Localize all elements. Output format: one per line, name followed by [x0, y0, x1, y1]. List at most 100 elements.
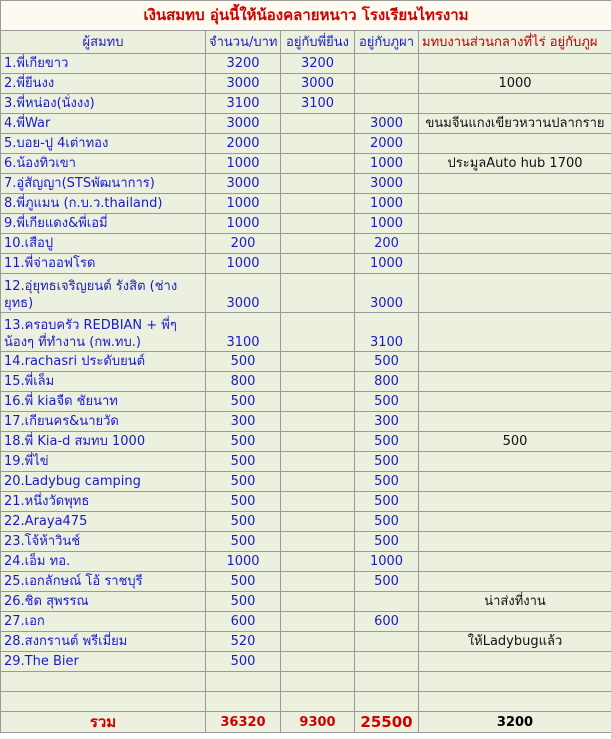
contributor: 12.อุ่ยุทธเจริญยนต์ รังสิต (ช่าง ยุทธ): [0, 273, 206, 313]
amount: 3000: [205, 73, 281, 94]
amount: 500: [205, 351, 281, 372]
contributor: 3.พี่หน่อง(นั่งงง): [0, 93, 206, 114]
note: [417, 511, 611, 532]
data-row: 1.พี่เกียขาว 3200 3200: [0, 53, 611, 74]
amount: 500: [205, 651, 281, 672]
amount: [280, 193, 355, 214]
data-row: 14.rachasri ประดับยนต์ 500 500: [0, 351, 611, 372]
amount: [280, 491, 355, 512]
blank-cell: [280, 691, 355, 712]
amount: 500: [205, 431, 281, 452]
data-row: 3.พี่หน่อง(นั่งงง) 3100 3100: [0, 93, 611, 114]
amount: 520: [205, 631, 281, 652]
total-amount: 3200: [417, 711, 611, 733]
note: [417, 213, 611, 234]
amount: 1000: [354, 551, 419, 572]
blank-cell: [280, 671, 355, 692]
blank-cell: [205, 691, 281, 712]
note: [417, 531, 611, 552]
contributor: 27.เอก: [0, 611, 206, 632]
amount: 200: [205, 233, 281, 254]
data-row: 17.เกียนคร&นายวัด 300 300: [0, 411, 611, 432]
amount: 500: [205, 451, 281, 472]
contributor: 1.พี่เกียขาว: [0, 53, 206, 74]
amount: 3000: [205, 273, 281, 313]
amount: 1000: [205, 213, 281, 234]
note: [417, 193, 611, 214]
note: [417, 253, 611, 274]
note: [417, 233, 611, 254]
title-row: เงินสมทบ อุ่นนี้ให้น้องคลายหนาว โรงเรียน…: [0, 0, 611, 31]
amount: [354, 93, 419, 114]
amount: 500: [205, 571, 281, 592]
data-row: 20.Ladybug camping 500 500: [0, 471, 611, 492]
note: ให้Ladybugแล้ว: [417, 631, 611, 652]
blank-row: [0, 691, 611, 712]
blank-cell: [0, 671, 206, 692]
contributor: 25.เอกลักษณ์ โอ้ ราชบุรี: [0, 571, 206, 592]
contributor: 29.The Bier: [0, 651, 206, 672]
data-row: 6.น้องทิวเขา 1000 1000 ประมูลAuto hub 1700: [0, 153, 611, 174]
amount: 3000: [205, 113, 281, 134]
contributor: 8.พี่ภูแมน (ก.บ.ว.thailand): [0, 193, 206, 214]
amount: 500: [354, 451, 419, 472]
amount: 3000: [354, 273, 419, 313]
column-header: อยู่กับพี่ยีนง: [280, 30, 355, 54]
amount: [280, 113, 355, 134]
data-row: 24.เอ็ม ทอ. 1000 1000: [0, 551, 611, 572]
data-row: 7.อู่สัญญา(STSพัฒนาการ) 3000 3000: [0, 173, 611, 194]
column-header: จำนวน/บาท: [205, 30, 281, 54]
contributor: 22.Araya475: [0, 511, 206, 532]
contributor: 19.พี่ไข่: [0, 451, 206, 472]
amount: [280, 253, 355, 274]
amount: 600: [205, 611, 281, 632]
note: [417, 371, 611, 392]
contributor: 7.อู่สัญญา(STSพัฒนาการ): [0, 173, 206, 194]
contributor: 20.Ladybug camping: [0, 471, 206, 492]
amount: [280, 651, 355, 672]
note: [417, 411, 611, 432]
amount: 1000: [205, 153, 281, 174]
amount: 500: [205, 511, 281, 532]
amount: [354, 651, 419, 672]
contributor: 24.เอ็ม ทอ.: [0, 551, 206, 572]
amount: [280, 471, 355, 492]
contributor: 28.สงกรานต์ พรีเมี่ยม: [0, 631, 206, 652]
note: [417, 93, 611, 114]
contributor: 14.rachasri ประดับยนต์: [0, 351, 206, 372]
amount: 3100: [354, 312, 419, 352]
amount: [354, 53, 419, 74]
amount: 500: [205, 491, 281, 512]
amount: 500: [205, 391, 281, 412]
note: ขนมจีนแกงเขียวหวานปลากราย: [417, 113, 611, 134]
amount: 1000: [205, 253, 281, 274]
note: [417, 53, 611, 74]
data-row: 21.หนึ่งวัดพุทธ 500 500: [0, 491, 611, 512]
amount: 1000: [205, 193, 281, 214]
amount: 500: [354, 391, 419, 412]
amount: 3000: [354, 113, 419, 134]
amount: [280, 511, 355, 532]
data-row: 22.Araya475 500 500: [0, 511, 611, 532]
amount: 800: [354, 371, 419, 392]
amount: [280, 273, 355, 313]
amount: 500: [354, 531, 419, 552]
amount: [280, 531, 355, 552]
contributor: 11.พี่จ่าออฟโรด: [0, 253, 206, 274]
blank-cell: [0, 691, 206, 712]
contributor: 6.น้องทิวเขา: [0, 153, 206, 174]
column-header: มทบงานส่วนกลางที่ไร่ อยู่กับภูผ: [417, 30, 611, 54]
contributor: 23.โจ้ห้าวินช์: [0, 531, 206, 552]
data-row: 26.ชิด สุพรรณ 500 น่าส่งที่งาน: [0, 591, 611, 612]
data-row: 10.เสือปู 200 200: [0, 233, 611, 254]
data-row: 12.อุ่ยุทธเจริญยนต์ รังสิต (ช่าง ยุทธ) 30…: [0, 273, 611, 313]
column-header: ผู้สมทบ: [0, 30, 206, 54]
amount: [280, 233, 355, 254]
amount: 500: [354, 491, 419, 512]
amount: 500: [354, 471, 419, 492]
amount: 500: [354, 511, 419, 532]
amount: [280, 391, 355, 412]
contributor: 16.พี่ kiaจืด ชัยนาท: [0, 391, 206, 412]
data-row: 11.พี่จ่าออฟโรด 1000 1000: [0, 253, 611, 274]
contributor: 10.เสือปู: [0, 233, 206, 254]
